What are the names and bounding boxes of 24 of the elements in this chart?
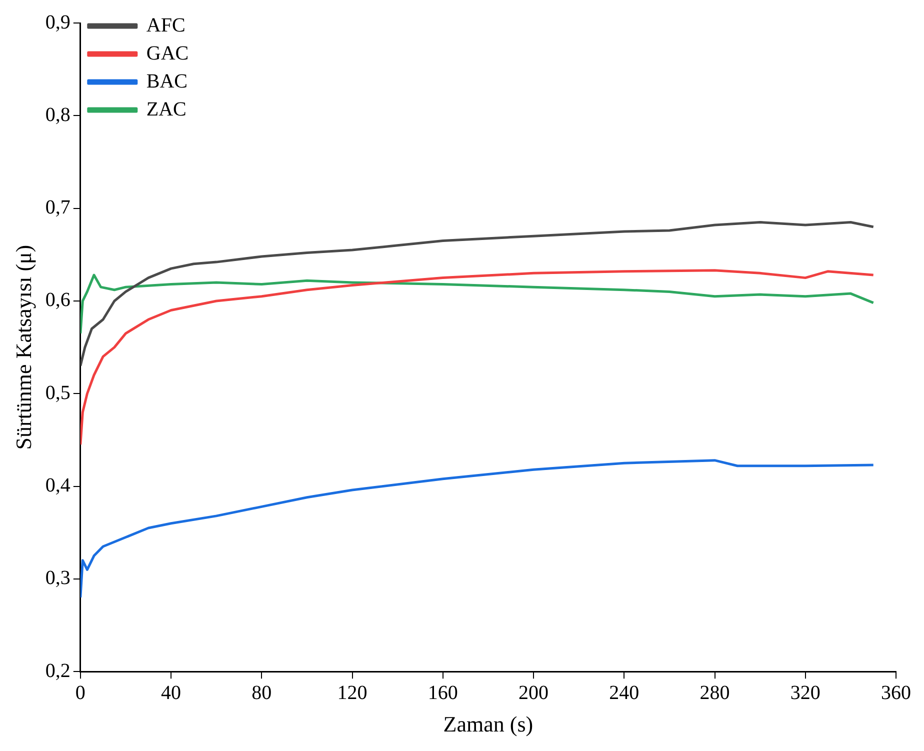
- x-tick-label: 240: [609, 682, 640, 704]
- y-tick-label: 0,3: [45, 567, 70, 590]
- legend-label: AFC: [146, 14, 186, 36]
- y-tick-label: 0,4: [45, 474, 70, 497]
- x-axis-title: Zaman (s): [443, 712, 534, 737]
- x-tick-label: 120: [337, 682, 368, 704]
- y-tick-label: 0,6: [45, 289, 70, 312]
- y-tick-label: 0,2: [45, 660, 70, 682]
- legend-label: BAC: [146, 70, 188, 92]
- x-tick-label: 160: [428, 682, 458, 704]
- x-tick-label: 80: [252, 682, 272, 704]
- y-axis-title: Sürtünme Katsayısı (μ): [10, 244, 36, 450]
- y-tick-label: 0,8: [45, 104, 70, 126]
- x-tick-label: 360: [881, 682, 911, 704]
- y-tick-label: 0,9: [45, 11, 70, 34]
- x-tick-label: 40: [161, 682, 182, 704]
- legend-label: ZAC: [146, 98, 186, 120]
- legend-label: GAC: [146, 42, 189, 64]
- y-tick-label: 0,7: [45, 196, 70, 219]
- x-tick-label: 320: [790, 682, 820, 704]
- y-tick-label: 0,5: [45, 382, 70, 404]
- x-tick-label: 200: [518, 682, 549, 704]
- x-tick-label: 0: [75, 682, 86, 704]
- x-tick-label: 280: [700, 682, 730, 704]
